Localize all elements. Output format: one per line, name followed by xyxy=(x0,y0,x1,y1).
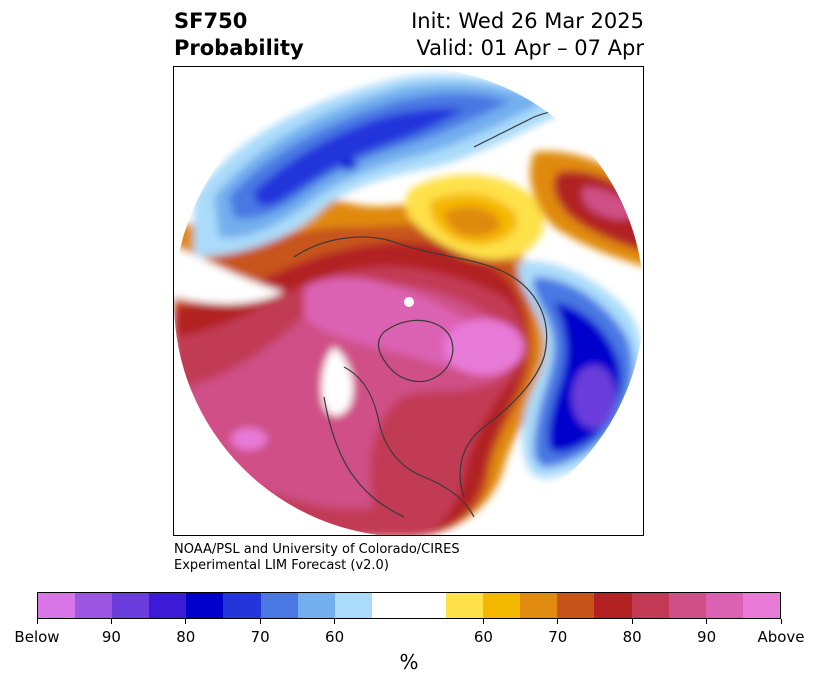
colorbar-swatch-below-8 xyxy=(334,593,372,618)
colorbar-tick-mark xyxy=(706,619,708,624)
colorbar-swatch-neutral xyxy=(371,593,447,618)
colorbar-tick-mark xyxy=(334,619,336,624)
orange-core-north xyxy=(444,206,501,237)
title-variable: SF750 xyxy=(174,9,248,33)
colorbar-swatch-below-3 xyxy=(149,593,187,618)
colorbar-swatch-above-0 xyxy=(446,593,484,618)
colorbar-tick-label: 90 xyxy=(697,628,717,646)
colorbar-unit: % xyxy=(399,650,419,674)
colorbar-tick-label: 80 xyxy=(622,628,642,646)
colorbar-tick-label: 60 xyxy=(325,628,345,646)
colorbar-tick-mark xyxy=(185,619,187,624)
valid-range: Valid: 01 Apr – 07 Apr xyxy=(416,36,644,60)
colorbar-tick-label: 70 xyxy=(548,628,568,646)
colorbar-tick-mark xyxy=(557,619,559,624)
strong-blue-region-nw xyxy=(254,108,464,206)
colorbar xyxy=(37,592,781,619)
colorbar-tick-mark xyxy=(259,619,261,624)
colorbar-swatch-below-2 xyxy=(112,593,150,618)
min-below-nw xyxy=(341,160,357,170)
colorbar-swatch-above-4 xyxy=(594,593,632,618)
forecast-dates: Init: Wed 26 Mar 2025 Valid: 01 Apr – 07… xyxy=(411,8,644,62)
colorbar-swatch-below-6 xyxy=(260,593,298,618)
neutral-west xyxy=(174,247,284,304)
credit-line-2: Experimental LIM Forecast (v2.0) xyxy=(174,558,389,573)
colorbar-swatch-above-7 xyxy=(705,593,743,618)
probability-field xyxy=(174,67,643,535)
colorbar-swatch-above-1 xyxy=(483,593,521,618)
magenta-region-ne xyxy=(582,187,639,220)
colorbar-tick-mark xyxy=(780,619,782,624)
colorbar-tick-mark xyxy=(482,619,484,624)
colorbar-swatch-above-3 xyxy=(557,593,595,618)
init-date: Init: Wed 26 Mar 2025 xyxy=(411,9,644,33)
neutral-pacific-nw xyxy=(321,347,354,416)
coastline-north-america-outline xyxy=(343,366,475,518)
colorbar-swatch-above-6 xyxy=(668,593,706,618)
colorbar-tick-mark xyxy=(631,619,633,624)
colorbar-tick-label: 60 xyxy=(473,628,493,646)
colorbar-swatch-above-2 xyxy=(520,593,558,618)
colorbar-tick-label: Below xyxy=(14,628,60,646)
colorbar-swatch-below-0 xyxy=(38,593,76,618)
colorbar-swatch-below-5 xyxy=(223,593,261,618)
credit-text: NOAA/PSL and University of Colorado/CIRE… xyxy=(174,542,460,574)
credit-line-1: NOAA/PSL and University of Colorado/CIRE… xyxy=(174,542,460,557)
coastline-greenland-outline xyxy=(377,319,454,382)
polar-map xyxy=(173,66,644,536)
coastline-west-america-outline xyxy=(323,396,405,518)
colorbar-swatch-below-4 xyxy=(186,593,224,618)
colorbar-swatch-below-1 xyxy=(75,593,113,618)
colorbar-tick-mark xyxy=(110,619,112,624)
coastline-eurasia-outline xyxy=(293,236,548,498)
min-below-east xyxy=(572,365,616,429)
title-quantity: Probability xyxy=(174,36,304,60)
colorbar-tick-label: 80 xyxy=(176,628,196,646)
colorbar-swatch-above-5 xyxy=(631,593,669,618)
north-pole-marker xyxy=(404,297,414,307)
max-above-pacific xyxy=(231,428,267,450)
map-title: SF750 Probability xyxy=(174,8,304,62)
colorbar-swatch-above-8 xyxy=(742,593,780,618)
colorbar-tick-label: Above xyxy=(757,628,805,646)
colorbar-swatch-below-7 xyxy=(297,593,335,618)
colorbar-tick-label: 70 xyxy=(250,628,270,646)
coastlines xyxy=(293,108,595,518)
colorbar-tick-label: 90 xyxy=(101,628,121,646)
colorbar-tick-mark xyxy=(36,619,38,624)
max-above-center xyxy=(444,319,524,375)
